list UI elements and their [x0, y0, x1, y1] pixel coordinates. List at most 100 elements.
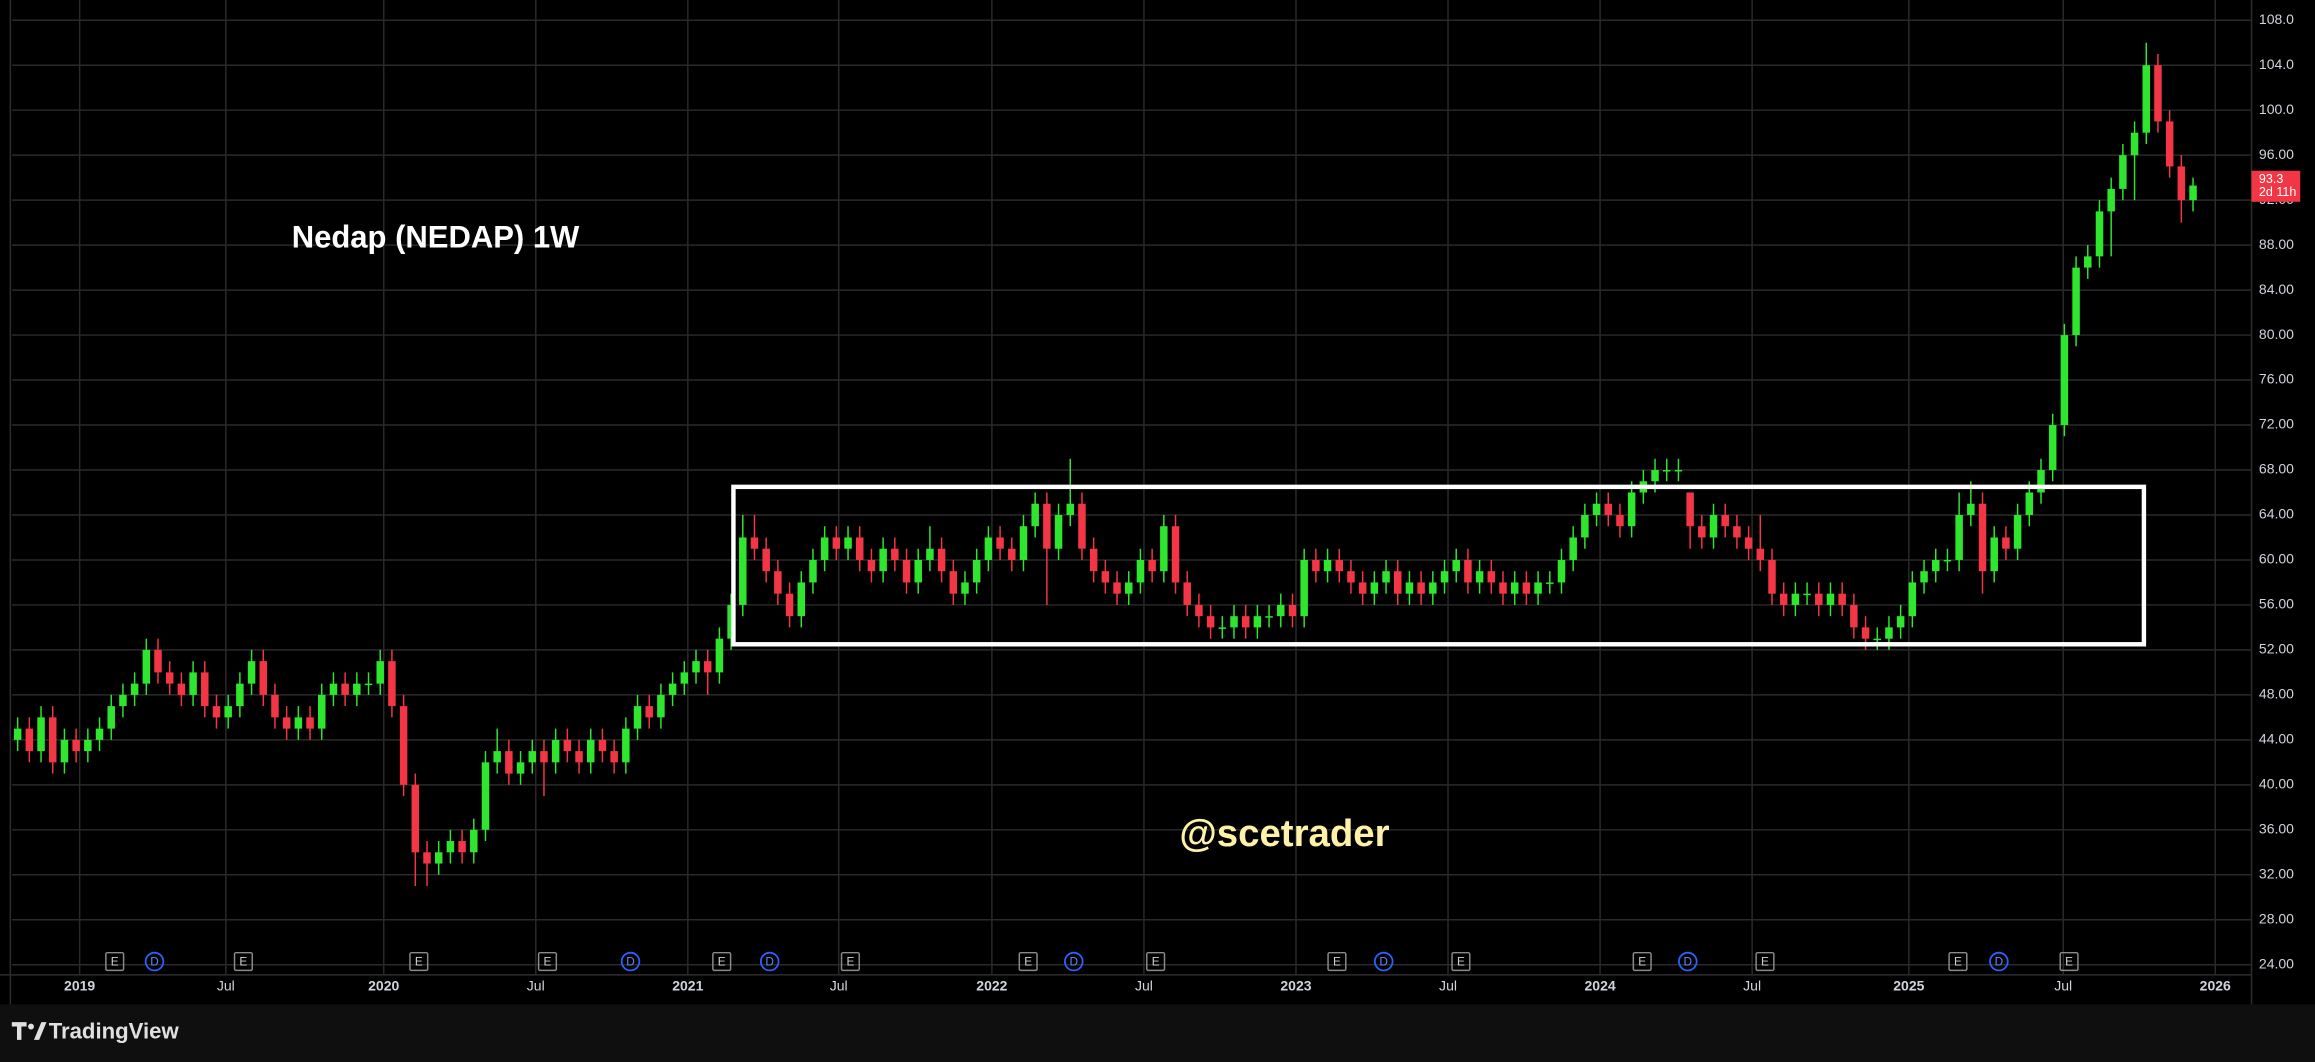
candle-body [586, 739, 595, 763]
y-tick-label: 48.00 [2259, 686, 2294, 702]
candle-body [774, 571, 782, 594]
x-tick-label: 2023 [1280, 977, 1311, 993]
last-price-box [2251, 170, 2301, 202]
candle-body [282, 717, 291, 729]
earnings-marker [1451, 951, 1471, 972]
candle-body [1429, 582, 1437, 594]
candle-body [528, 751, 537, 763]
candle-body [1908, 582, 1917, 617]
candle-body [1405, 582, 1414, 594]
earnings-marker [409, 951, 429, 972]
candle-body [1943, 559, 1952, 562]
candle-body [329, 683, 338, 695]
watermark: @scetrader [1179, 812, 1389, 855]
candle-body [376, 661, 384, 684]
event-label: E [239, 954, 247, 968]
candle-body [1195, 604, 1203, 617]
candle-body [1955, 514, 1963, 560]
event-label: E [1024, 954, 1032, 968]
candle-body [785, 593, 794, 617]
candle-body [2177, 166, 2186, 201]
y-tick-label: 72.00 [2259, 416, 2294, 432]
y-tick-label: 84.00 [2259, 281, 2294, 297]
candle-body [902, 559, 911, 583]
earnings-marker [1018, 951, 1038, 972]
earnings-marker [1632, 951, 1652, 972]
range-box [731, 484, 2147, 647]
candle-body [1990, 537, 1998, 572]
candle-body [201, 672, 209, 707]
candle-body [926, 548, 934, 560]
candle-body [1230, 616, 1238, 628]
y-tick-label: 64.00 [2259, 506, 2294, 522]
candle-body [154, 649, 162, 673]
candle-body [1136, 559, 1145, 583]
candle-body [25, 728, 34, 752]
candle-body [1464, 559, 1472, 583]
candle-body [633, 706, 642, 729]
candle-body [598, 739, 607, 752]
y-tick-label: 68.00 [2259, 461, 2294, 477]
candle-body [1475, 571, 1484, 583]
candle-body [1627, 492, 1636, 527]
candle-body [867, 559, 876, 572]
candle-body [1546, 582, 1554, 584]
candle-body [1721, 514, 1729, 527]
candle-body [1534, 582, 1542, 594]
candle-body [540, 751, 548, 763]
candle-body [341, 683, 349, 695]
event-label: E [1638, 954, 1646, 968]
event-label: E [2065, 954, 2073, 968]
candle-body [1054, 514, 1063, 549]
candle-body [505, 751, 513, 774]
earnings-marker [1146, 951, 1166, 972]
candle-body [1604, 503, 1613, 515]
candle-body [949, 571, 958, 594]
candle-body [1160, 526, 1168, 572]
candle-body [1393, 571, 1402, 594]
candle-body [844, 537, 852, 549]
y-tick-label: 40.00 [2259, 776, 2294, 792]
candle-body [119, 694, 127, 707]
candle-body [1861, 627, 1870, 639]
candle-body [2154, 65, 2162, 122]
x-tick-label: 2019 [64, 977, 95, 993]
x-tick-label: 2020 [368, 977, 399, 993]
y-tick-label: 80.00 [2259, 326, 2294, 342]
candle-body [1616, 514, 1624, 527]
candle-body [388, 661, 396, 707]
candle-body [1347, 571, 1355, 583]
x-tick-label: Jul [830, 977, 848, 993]
event-label: E [1152, 954, 1160, 968]
candle-body [1206, 616, 1215, 628]
last-price-label: 93.3 [2259, 172, 2283, 186]
candle-body [1183, 582, 1191, 605]
candle-body [470, 829, 478, 853]
event-label: D [150, 954, 159, 968]
event-label: E [415, 954, 423, 968]
dividend-marker [1064, 951, 1084, 972]
candle-body [13, 728, 22, 740]
candle-body [2002, 537, 2010, 549]
candle-body [1651, 469, 1659, 482]
candle-body [458, 841, 466, 853]
candle-body [1850, 604, 1858, 628]
candle-body [1253, 616, 1262, 628]
candle-body [2084, 256, 2092, 268]
candle-body [37, 717, 45, 752]
earnings-marker [1327, 951, 1347, 972]
candle-body [399, 706, 408, 785]
candle-body [1218, 627, 1227, 629]
candle-body [645, 706, 653, 718]
candle-body [984, 537, 993, 560]
candle-body [481, 762, 490, 830]
candle-body [306, 717, 314, 729]
candle-body [1791, 593, 1800, 605]
candle-body [1008, 548, 1016, 560]
candle-body [551, 739, 560, 763]
candle-body [563, 739, 572, 752]
y-tick-label: 104.0 [2259, 56, 2294, 72]
y-tick-label: 52.00 [2259, 641, 2294, 657]
candle-body [1744, 537, 1753, 549]
